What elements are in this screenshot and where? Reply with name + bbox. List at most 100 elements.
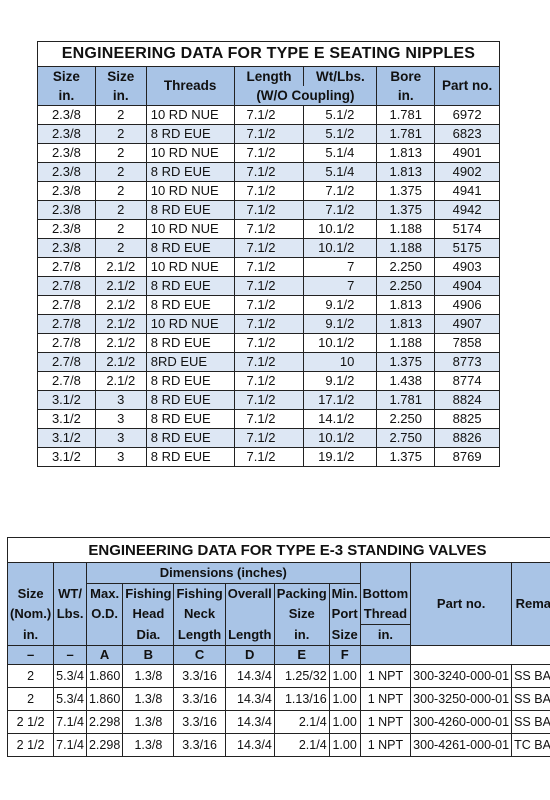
header-size-nom: (Nom.)	[6, 604, 55, 625]
cell-part-no: 300-3250-000-01	[410, 687, 513, 711]
table-row: 2.7/8 2.1/2 8 RD EUE 7.1/2 9.1/2 1.813 4906	[37, 295, 500, 315]
cell-length: 7.1/2	[233, 200, 305, 220]
cell-size: 2.1/2	[94, 257, 147, 277]
cell-size: 3	[94, 409, 147, 429]
cell-threads: 10 RD NUE	[145, 105, 235, 125]
cell-size: 2	[6, 687, 55, 711]
cell-packing: 2.1/4	[273, 710, 330, 734]
table-row: 2.3/8 2 10 RD NUE 7.1/2 5.1/4 1.813 4901	[37, 143, 500, 163]
cell-max-od: 2.298	[85, 733, 124, 757]
cell-bore: 1.375	[376, 352, 436, 372]
header-packing-size: Size	[273, 604, 330, 625]
cell-threads: 8 RD EUE	[145, 124, 235, 144]
header-neck: Neck	[173, 604, 226, 625]
header-port-size: Size	[328, 624, 361, 646]
cell-bottom-thread: 1 NPT	[359, 664, 412, 688]
table-row: 2.3/8 2 10 RD NUE 7.1/2 10.1/2 1.188 5174	[37, 219, 500, 239]
cell-bore: 1.813	[376, 162, 436, 182]
cell-packing: 1.13/16	[273, 687, 330, 711]
cell-length: 7.1/2	[233, 105, 305, 125]
cell-wt: 9.1/2	[303, 314, 378, 334]
cell-bore: 1.188	[376, 333, 436, 353]
letter-cell: E	[273, 645, 330, 665]
cell-part-no: 6972	[434, 105, 500, 125]
cell-length: 7.1/2	[233, 314, 305, 334]
cell-fishing-head: 1.3/8	[122, 710, 175, 734]
cell-size-in: 2.7/8	[37, 295, 96, 315]
cell-length: 7.1/2	[233, 238, 305, 258]
cell-threads: 10 RD NUE	[145, 257, 235, 277]
cell-threads: 8 RD EUE	[145, 200, 235, 220]
hdr-empty-2	[53, 562, 87, 584]
cell-bore: 1.781	[376, 105, 436, 125]
cell-size-in: 2.3/8	[37, 143, 96, 163]
cell-length: 7.1/2	[233, 333, 305, 353]
cell-wt: 5.1/2	[303, 124, 378, 144]
cell-part-no: 8824	[434, 390, 500, 410]
cell-part-no: 5174	[434, 219, 500, 239]
cell-min-port: 1.00	[328, 733, 361, 757]
header-remark: Remark	[511, 562, 550, 646]
header-threads: Threads	[145, 66, 235, 106]
cell-remark: SS BALL	[511, 710, 550, 734]
cell-part-no: 4906	[434, 295, 500, 315]
letter-cell: C	[173, 645, 226, 665]
cell-bore: 1.438	[376, 371, 436, 391]
cell-size-in: 2.3/8	[37, 162, 96, 182]
cell-bottom-thread: 1 NPT	[359, 687, 412, 711]
header-bottom: Bottom	[359, 583, 412, 604]
cell-part-no: 4901	[434, 143, 500, 163]
standing-valves-title: ENGINEERING DATA FOR TYPE E-3 STANDING V…	[7, 537, 550, 563]
cell-threads: 10 RD NUE	[145, 181, 235, 201]
cell-part-no: 7858	[434, 333, 500, 353]
cell-part-no: 8825	[434, 409, 500, 429]
cell-threads: 8 RD EUE	[145, 295, 235, 315]
cell-remark: SS BALL	[511, 664, 550, 688]
cell-size-in: 2.7/8	[37, 352, 96, 372]
cell-packing: 2.1/4	[273, 733, 330, 757]
cell-size-in: 2.3/8	[37, 200, 96, 220]
cell-part-no: 4903	[434, 257, 500, 277]
cell-size-in: 3.1/2	[37, 428, 96, 448]
cell-part-no: 6823	[434, 124, 500, 144]
header-fishing-neck: Fishing	[173, 583, 226, 604]
cell-wt: 5.1/4	[303, 162, 378, 182]
cell-threads: 8 RD EUE	[145, 428, 235, 448]
header-overall: Overall	[224, 583, 275, 604]
header-dimensions: Dimensions (inches)	[85, 562, 361, 584]
cell-size: 2.1/2	[94, 352, 147, 372]
cell-part-no: 300-3240-000-01	[410, 664, 513, 688]
cell-length: 7.1/2	[233, 181, 305, 201]
letter-cell: B	[122, 645, 175, 665]
header-thread: Thread	[359, 604, 412, 625]
table-row: 2.3/8 2 8 RD EUE 7.1/2 7.1/2 1.375 4942	[37, 200, 500, 220]
table-row: 2 1/2 7.1/4 2.298 1.3/8 3.3/16 14.3/4 2.1/4 1.0…	[6, 733, 550, 757]
header-size-in: in.	[6, 624, 55, 646]
cell-wt: 14.1/2	[303, 409, 378, 429]
table-row: 2 1/2 7.1/4 2.298 1.3/8 3.3/16 14.3/4 2.1/4 1.0…	[6, 710, 550, 734]
cell-size-in: 2.3/8	[37, 124, 96, 144]
cell-wt: 7.1/4	[53, 710, 87, 734]
seating-nipples-title: ENGINEERING DATA FOR TYPE E SEATING NIPP…	[37, 41, 500, 67]
cell-length: 7.1/2	[233, 143, 305, 163]
cell-overall-length: 14.3/4	[224, 710, 275, 734]
cell-bore: 1.813	[376, 295, 436, 315]
hdr-empty-3	[359, 562, 412, 584]
cell-size-in: 2.3/8	[37, 181, 96, 201]
cell-size: 2	[94, 200, 147, 220]
cell-fishing-head: 1.3/8	[122, 664, 175, 688]
cell-fishing-head: 1.3/8	[122, 687, 175, 711]
cell-size: 2 1/2	[6, 710, 55, 734]
header-max: Max.	[85, 583, 124, 604]
header-overall-blank	[224, 604, 275, 625]
cell-size: 2	[94, 143, 147, 163]
cell-size: 2	[94, 105, 147, 125]
header-size-in-unit: in.	[37, 86, 96, 106]
header-size-in: Size	[37, 66, 96, 86]
header-fishing-head: Fishing	[122, 583, 175, 604]
cell-size: 2	[94, 181, 147, 201]
table-row: 3.1/2 3 8 RD EUE 7.1/2 17.1/2 1.781 8824	[37, 390, 500, 410]
header-size: Size	[6, 583, 55, 604]
cell-part-no: 5175	[434, 238, 500, 258]
cell-max-od: 2.298	[85, 710, 124, 734]
